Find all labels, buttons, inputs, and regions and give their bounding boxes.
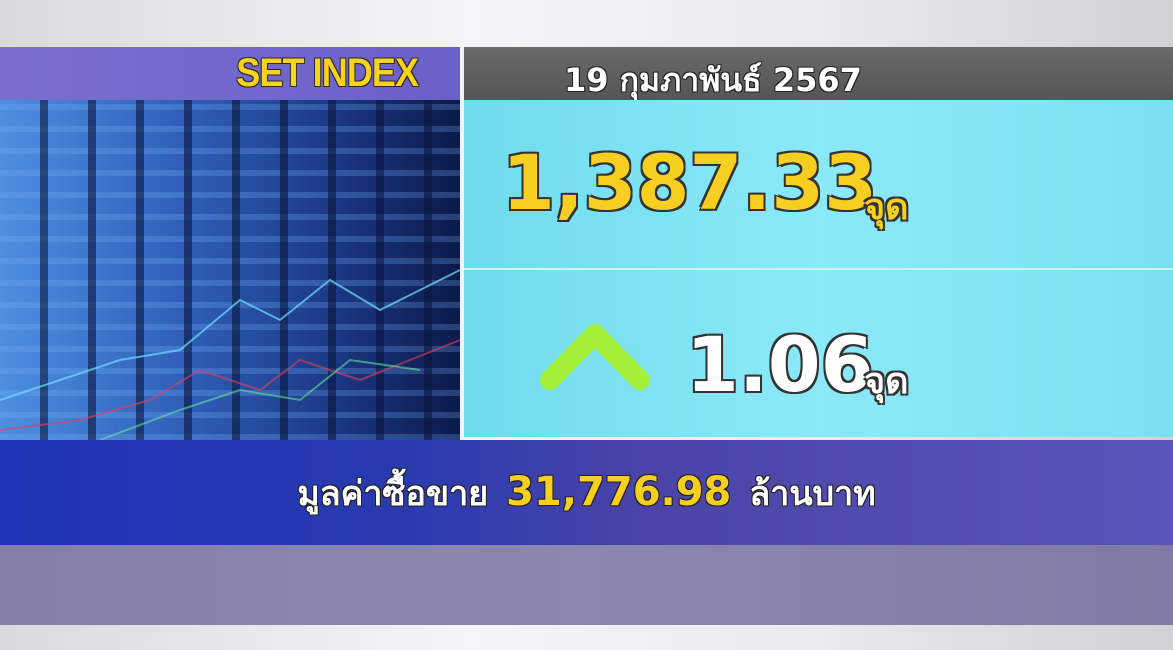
turnover-bar: มูลค่าซื้อขาย 31,776.98 ล้านบาท: [0, 440, 1173, 545]
turnover-unit: ล้านบาท: [749, 474, 876, 514]
index-value: 1,387.33: [502, 138, 878, 227]
set-index-title: SET INDEX: [236, 51, 419, 95]
index-panel: 1,387.33 จุด 1.06 จุด: [464, 100, 1173, 437]
change-value: 1.06: [686, 320, 874, 409]
change-unit: จุด: [864, 361, 909, 402]
index-unit: จุด: [864, 187, 909, 228]
turnover-value: 31,776.98: [506, 469, 732, 515]
header-date-bar: 19 กุมภาพันธ์ 2567: [464, 47, 1173, 100]
header-title-bar: SET INDEX: [0, 47, 460, 100]
turnover-label: มูลค่าซื้อขาย: [297, 474, 489, 514]
stock-board-image: [0, 100, 460, 440]
lower-band: [0, 545, 1173, 625]
panel-divider: [464, 268, 1173, 270]
chevron-up-icon: [540, 324, 650, 390]
stock-chart-lines-decoration: [0, 269, 460, 440]
date-label: 19 กุมภาพันธ์ 2567: [564, 61, 862, 99]
